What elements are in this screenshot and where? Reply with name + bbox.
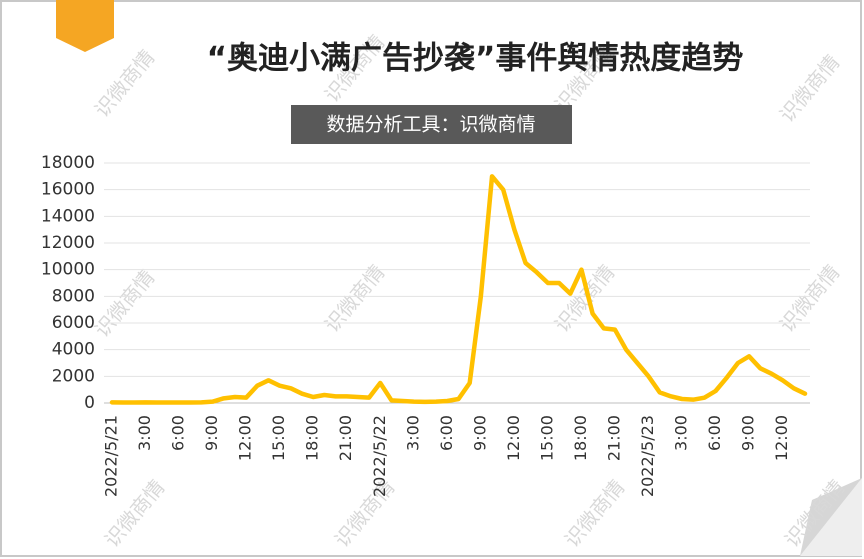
series-line xyxy=(109,174,808,405)
y-tick-label: 12000 xyxy=(41,233,95,253)
x-tick-label: 9:00 xyxy=(202,415,221,451)
x-tick-label: 6:00 xyxy=(437,415,456,451)
chart-title: “奥迪小满广告抄袭”事件舆情热度趋势 xyxy=(207,41,744,77)
subtitle-box xyxy=(291,105,572,144)
x-tick-label: 15:00 xyxy=(537,415,556,461)
y-tick-label: 8000 xyxy=(52,286,95,306)
x-tick-label: 18:00 xyxy=(571,415,590,461)
x-tick-label: 2022/5/22 xyxy=(370,415,389,497)
y-tick-label: 0 xyxy=(84,393,95,413)
x-tick-label: 9:00 xyxy=(470,415,489,451)
corner-tab xyxy=(56,0,114,52)
y-tick-label: 6000 xyxy=(52,313,95,333)
x-tick-label: 15:00 xyxy=(269,415,288,461)
y-tick-label: 10000 xyxy=(41,260,95,280)
x-tick-label: 6:00 xyxy=(705,415,724,451)
y-tick-label: 4000 xyxy=(52,340,95,360)
x-tick-label: 18:00 xyxy=(303,415,322,461)
y-tick-label: 2000 xyxy=(52,366,95,386)
x-tick-label: 3:00 xyxy=(135,415,154,451)
x-tick-label: 9:00 xyxy=(739,415,758,451)
y-tick-label: 16000 xyxy=(41,180,95,200)
x-tick-label: 21:00 xyxy=(604,415,623,461)
x-tick-label: 2022/5/23 xyxy=(638,415,657,497)
page-curl-fold xyxy=(800,478,862,556)
x-tick-label: 3:00 xyxy=(403,415,422,451)
x-tick-label: 6:00 xyxy=(169,415,188,451)
x-tick-label: 21:00 xyxy=(336,415,355,461)
x-tick-label: 12:00 xyxy=(504,415,523,461)
x-tick-label: 12:00 xyxy=(236,415,255,461)
y-tick-label: 18000 xyxy=(41,153,95,173)
x-tick-label: 3:00 xyxy=(672,415,691,451)
y-tick-label: 14000 xyxy=(41,206,95,226)
x-tick-label: 2022/5/21 xyxy=(102,415,121,497)
chart-subtitle: 数据分析工具：识微商情 xyxy=(326,114,535,136)
x-tick-label: 12:00 xyxy=(772,415,791,461)
